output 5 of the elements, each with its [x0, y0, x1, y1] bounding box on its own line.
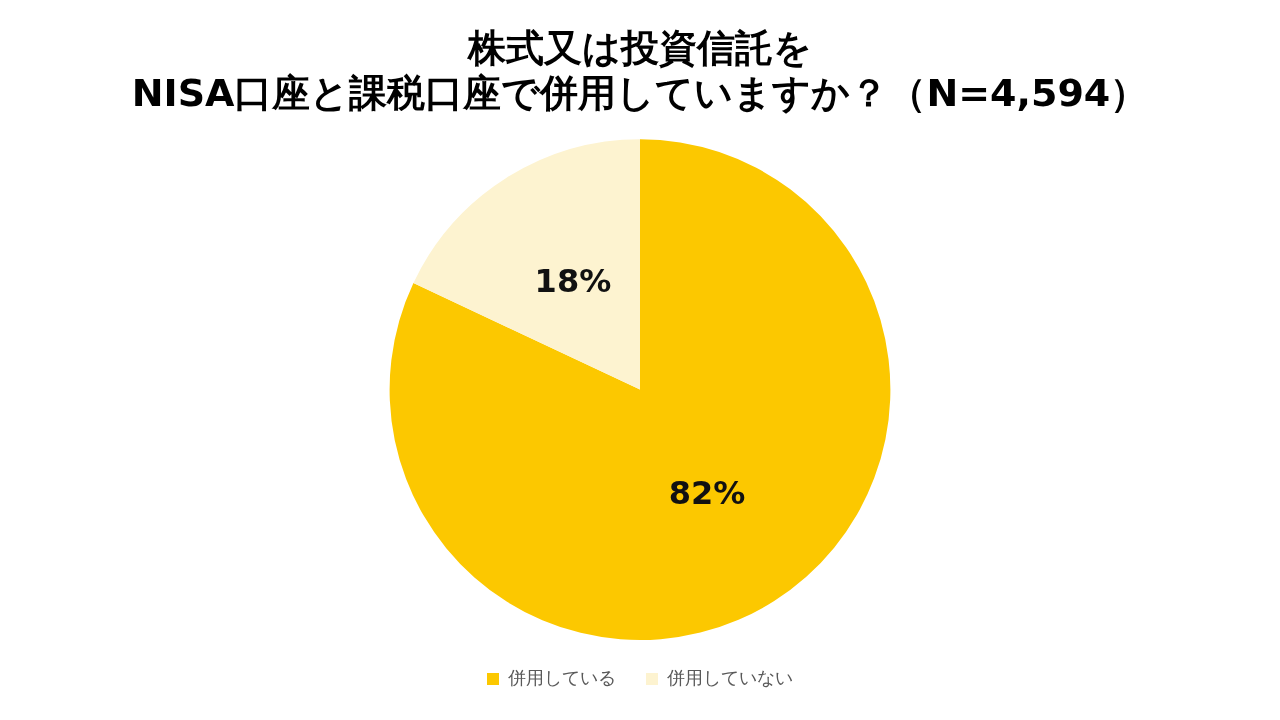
legend-label: 併用していない	[666, 666, 793, 688]
legend-label: 併用している	[507, 666, 616, 688]
data-label: 82%	[668, 473, 746, 512]
data-label: 18%	[534, 262, 612, 301]
chart-title: 株式又は投資信託を NISA口座と課税口座で併用していますか？（N=4,594）	[131, 25, 1149, 116]
